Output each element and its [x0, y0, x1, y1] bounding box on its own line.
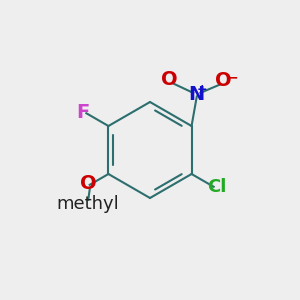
Text: +: + — [197, 83, 208, 96]
Text: O: O — [161, 70, 178, 89]
Text: methyl: methyl — [57, 195, 120, 213]
Text: F: F — [76, 103, 89, 122]
Text: −: − — [227, 71, 238, 85]
Text: O: O — [215, 71, 232, 90]
Text: Cl: Cl — [208, 178, 227, 196]
Text: N: N — [189, 85, 205, 104]
Text: O: O — [80, 174, 97, 194]
